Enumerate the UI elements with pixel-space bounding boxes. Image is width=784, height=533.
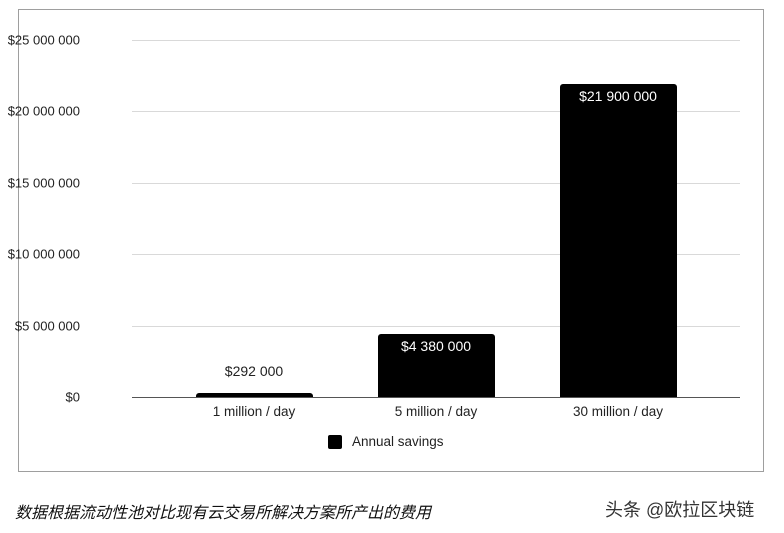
legend: Annual savings — [328, 434, 444, 449]
figure-caption: 数据根据流动性池对比现有云交易所解决方案所产出的费用 — [15, 505, 432, 522]
y-tick-label: $5 000 000 — [14, 318, 80, 334]
plot-area: $0 $5 000 000 $10 000 000 $15 000 000 $20 00… — [8, 33, 740, 405]
x-tick-label: 5 million / day — [394, 404, 478, 419]
bar-data-label: $21 900 000 — [579, 88, 657, 105]
bar-data-label: $292 000 — [224, 362, 284, 379]
bar — [559, 84, 677, 397]
y-tick-label: $15 000 000 — [7, 175, 80, 191]
y-tick-label: $20 000 000 — [7, 103, 80, 119]
gridline — [132, 111, 740, 113]
gridline — [132, 40, 740, 41]
x-axis-line — [132, 397, 740, 398]
watermark: 头条 @欧拉区块链 — [605, 500, 755, 520]
x-tick-label: 30 million / day — [572, 404, 664, 419]
y-tick-label: $10 000 000 — [7, 246, 80, 262]
y-tick-label: $25 000 000 — [7, 32, 80, 48]
gridline — [132, 254, 740, 256]
gridline — [132, 325, 740, 327]
x-tick-label: 1 million / day — [212, 404, 296, 419]
bar — [377, 334, 495, 397]
legend-swatch — [328, 434, 342, 449]
chart-frame — [18, 9, 764, 472]
bar-data-label: $4 380 000 — [400, 338, 472, 355]
legend-label: Annual savings — [352, 434, 444, 449]
bar — [195, 392, 313, 397]
y-tick-label: $0 — [65, 389, 80, 405]
gridline — [132, 182, 740, 184]
